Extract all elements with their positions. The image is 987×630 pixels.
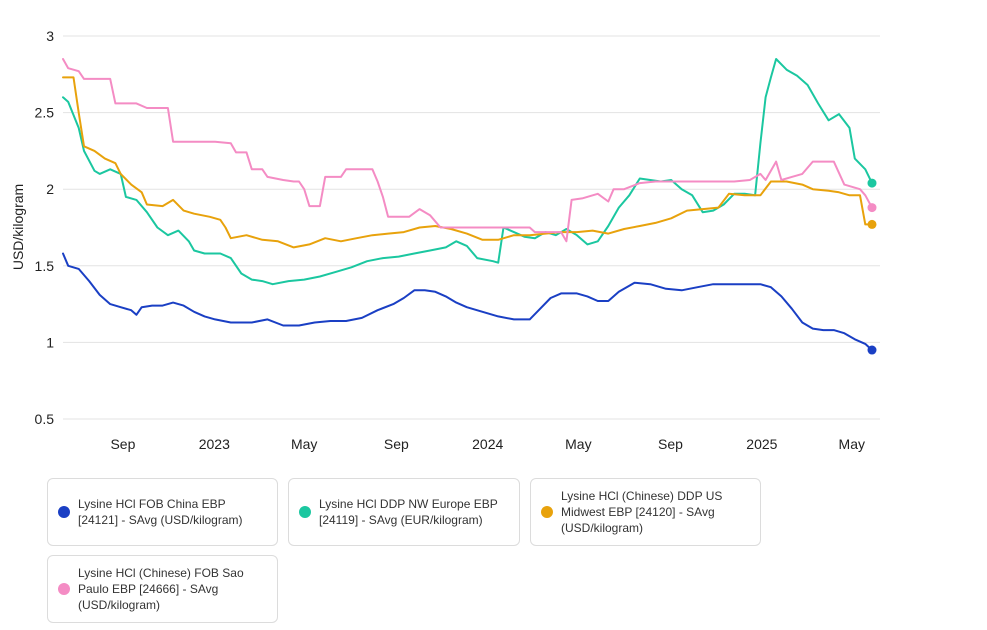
x-tick-label: 2025 bbox=[746, 436, 777, 452]
x-tick-label: May bbox=[839, 436, 865, 452]
series-end-marker-3 bbox=[867, 203, 877, 213]
x-tick-label: May bbox=[565, 436, 591, 452]
x-tick-label: Sep bbox=[658, 436, 683, 452]
grid-lines bbox=[63, 35, 880, 420]
legend-label: Lysine HCl DDP NW Europe EBP [24119] - S… bbox=[319, 497, 498, 527]
legend-dot-icon bbox=[58, 506, 70, 518]
series-end-markers bbox=[867, 178, 877, 355]
series-end-marker-0 bbox=[867, 345, 877, 355]
legend-dot-icon bbox=[299, 506, 311, 518]
x-tick-label: 2023 bbox=[199, 436, 230, 452]
y-tick-label: 0.5 bbox=[35, 411, 55, 427]
series-line-3 bbox=[62, 58, 873, 243]
series-line-1 bbox=[62, 58, 873, 286]
legend-label: Lysine HCl (Chinese) FOB Sao Paulo EBP [… bbox=[78, 566, 244, 612]
legend-dot-icon bbox=[541, 506, 553, 518]
legend-item-nw-europe[interactable]: Lysine HCl DDP NW Europe EBP [24119] - S… bbox=[288, 478, 520, 546]
series-end-marker-2 bbox=[867, 219, 877, 229]
x-tick-label: Sep bbox=[384, 436, 409, 452]
x-tick-label: May bbox=[291, 436, 317, 452]
line-chart: 0.5 1 1.5 2 2.5 3 Sep 2023 May Sep 2024 May Sep 2025… bbox=[10, 28, 880, 452]
x-tick-label: Sep bbox=[110, 436, 135, 452]
x-axis-ticks: Sep 2023 May Sep 2024 May Sep 2025 May bbox=[110, 436, 865, 452]
legend-label: Lysine HCl (Chinese) DDP US Midwest EBP … bbox=[561, 489, 723, 535]
series-line-2 bbox=[62, 76, 873, 249]
y-axis-title: USD/kilogram bbox=[10, 184, 26, 270]
series-end-marker-1 bbox=[867, 178, 877, 188]
series-line-0 bbox=[62, 252, 873, 352]
y-tick-label: 1 bbox=[46, 334, 54, 350]
legend-dot-icon bbox=[58, 583, 70, 595]
y-tick-label: 1.5 bbox=[35, 258, 55, 274]
y-tick-label: 2 bbox=[46, 181, 54, 197]
legend-item-china[interactable]: Lysine HCl FOB China EBP [24121] - SAvg … bbox=[47, 478, 278, 546]
legend-item-us-midwest[interactable]: Lysine HCl (Chinese) DDP US Midwest EBP … bbox=[530, 478, 761, 546]
legend-label: Lysine HCl FOB China EBP [24121] - SAvg … bbox=[78, 497, 243, 527]
x-tick-label: 2024 bbox=[472, 436, 503, 452]
y-tick-label: 3 bbox=[46, 28, 54, 44]
legend-item-sao-paulo[interactable]: Lysine HCl (Chinese) FOB Sao Paulo EBP [… bbox=[47, 555, 278, 623]
y-tick-label: 2.5 bbox=[35, 105, 55, 121]
series-lines bbox=[62, 58, 873, 352]
y-axis-ticks: 0.5 1 1.5 2 2.5 3 bbox=[35, 28, 55, 427]
